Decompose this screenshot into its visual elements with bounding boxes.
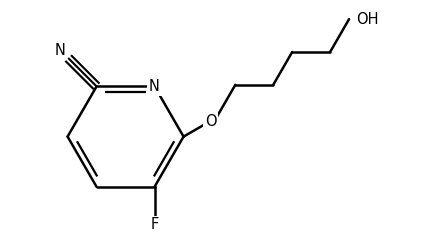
- Text: F: F: [151, 217, 159, 232]
- Text: N: N: [149, 79, 160, 94]
- Text: OH: OH: [356, 12, 378, 27]
- Text: N: N: [55, 43, 66, 58]
- Text: O: O: [205, 113, 217, 129]
